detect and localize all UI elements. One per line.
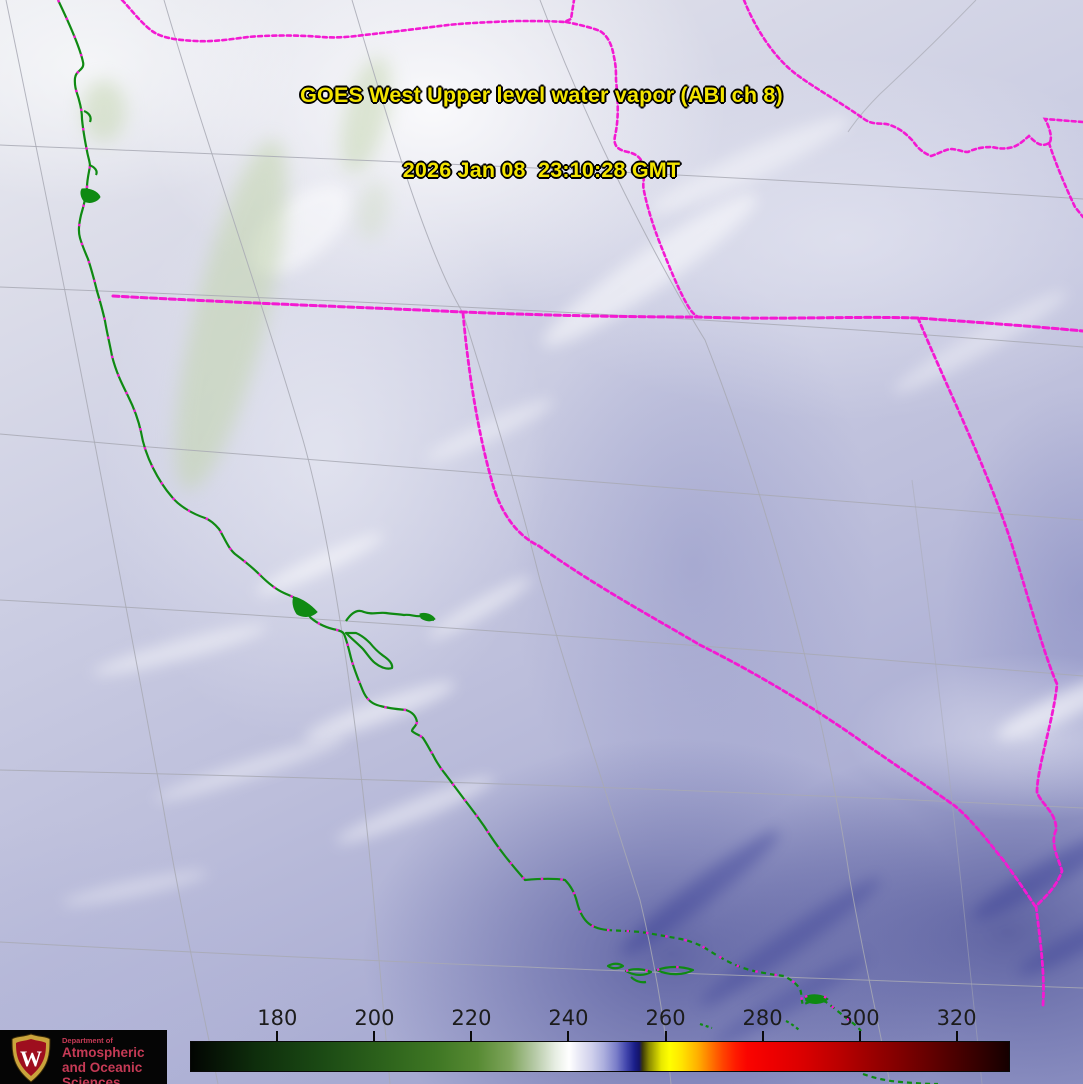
colorbar-tick-mark	[276, 1031, 279, 1041]
crest-letter: W	[20, 1046, 42, 1071]
colorbar-gradient-bar	[190, 1041, 1010, 1072]
colorbar-tick-mark	[664, 1031, 667, 1041]
title-line-2: 2026 Jan 08 23:10:28 GMT	[402, 158, 681, 182]
coastline-border-dots	[56, 0, 608, 932]
colorbar-tick-label: 200	[354, 1006, 395, 1030]
colorbar-tick-mark	[858, 1031, 861, 1041]
border-ca-nv	[461, 311, 1037, 908]
island-san-clemente	[785, 1020, 801, 1032]
border-id-mt	[742, 0, 1083, 158]
logo-dept-line: Department of	[62, 1036, 113, 1045]
longitude-line	[911, 479, 983, 1084]
colorbar-tick-mark	[955, 1031, 958, 1041]
colorbar-tick-mark	[470, 1031, 473, 1041]
islands-border-dots	[625, 965, 829, 1000]
latitude-line	[0, 599, 1083, 677]
humboldt-lagoon	[88, 163, 98, 176]
colorbar-tick-mark	[567, 1031, 570, 1041]
sacramento-delta	[419, 612, 436, 622]
colorbar-tick-mark	[761, 1031, 764, 1041]
title-line-1: GOES West Upper level water vapor (ABI c…	[300, 83, 783, 107]
point-reyes	[292, 596, 318, 617]
colorbar-tick-label: 180	[257, 1006, 298, 1030]
logo-line-2: Atmospheric	[62, 1045, 145, 1060]
san-francisco-bay-south	[344, 631, 394, 670]
border-wa-or	[120, 0, 576, 43]
colorbar-tick-mark	[373, 1031, 376, 1041]
channel-island-santa-rosa	[624, 968, 653, 984]
border-42n-parallel	[111, 294, 1083, 333]
longitude-line	[5, 0, 219, 1084]
colorbar-tick-label: 260	[645, 1006, 686, 1030]
channel-island-san-miguel	[606, 962, 625, 970]
island-catalina	[804, 994, 829, 1004]
uw-crest-icon: W	[11, 1033, 51, 1083]
border-id-wy	[1047, 141, 1083, 219]
cape-mendocino	[80, 188, 101, 203]
colorbar-tick-label: 320	[936, 1006, 977, 1030]
socal-coastline-below-bar	[862, 1072, 939, 1084]
uw-aos-logo: W Department of Atmospheric and Oceanic …	[0, 1030, 167, 1084]
colorbar-tick-label: 220	[451, 1006, 492, 1030]
logo-text: Department of Atmospheric and Oceanic Sc…	[62, 1036, 167, 1084]
border-nv-ut-az	[916, 316, 1064, 1007]
colorbar-tick-label: 280	[742, 1006, 783, 1030]
longitude-line	[847, 0, 977, 133]
image-title: GOES West Upper level water vapor (ABI c…	[0, 33, 1083, 233]
longitude-line	[351, 0, 672, 1084]
latitude-line	[0, 769, 1083, 809]
colorbar-tick-label: 300	[839, 1006, 880, 1030]
colorbar: 180 200 220 240 260 280 300 320	[190, 1006, 1010, 1072]
coastline	[56, 0, 939, 1084]
island-san-nicolas	[699, 1022, 713, 1030]
logo-line-3: and Oceanic Sciences	[62, 1060, 143, 1084]
channel-island-santa-cruz	[655, 965, 695, 976]
latitude-line	[0, 941, 1083, 989]
latitude-line	[0, 433, 1083, 521]
colorbar-tick-label: 240	[548, 1006, 589, 1030]
